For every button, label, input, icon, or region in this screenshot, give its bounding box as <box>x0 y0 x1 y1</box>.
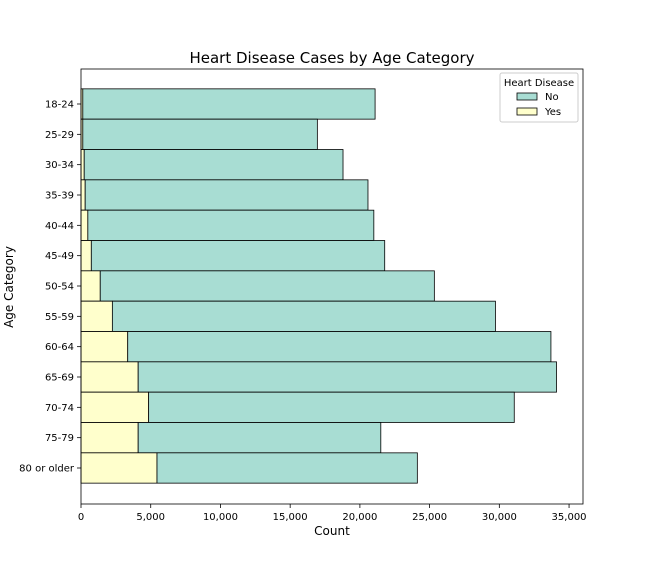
bar-no-45-49 <box>90 240 386 272</box>
bar-yes-75-79 <box>80 422 139 454</box>
bar-yes-35-39 <box>80 179 86 211</box>
legend-label-yes: Yes <box>544 107 561 118</box>
bar-no-50-54 <box>99 270 435 302</box>
x-axis: 0 5,000 10,000 15,000 20,000 25,000 30,000 35,0… <box>78 504 587 523</box>
bar-no-18-24 <box>82 88 376 120</box>
y-tick-label: 60-64 <box>45 342 74 353</box>
x-tick-label: 5,000 <box>136 512 165 523</box>
chart-title: Heart Disease Cases by Age Category <box>189 49 474 67</box>
legend-title: Heart Disease <box>504 78 574 89</box>
bar-no-30-34 <box>83 149 344 181</box>
plot-frame <box>80 68 584 505</box>
bar-yes-65-69 <box>80 361 139 393</box>
legend-swatch-yes <box>516 107 538 116</box>
bar-no-25-29 <box>82 118 318 150</box>
y-tick-label: 35-39 <box>45 190 74 201</box>
y-tick-label: 45-49 <box>45 251 74 262</box>
bar-no-75-79 <box>137 422 382 454</box>
x-tick-label: 30,000 <box>482 512 517 523</box>
y-tick-label: 40-44 <box>45 221 74 232</box>
legend-swatch-no <box>516 92 538 101</box>
bar-no-35-39 <box>84 179 369 211</box>
y-tick-label: 30-34 <box>45 160 74 171</box>
bar-no-70-74 <box>148 391 515 423</box>
y-axis-label: Age Category <box>2 246 16 328</box>
legend-label-no: No <box>545 92 559 103</box>
bars-group <box>80 88 557 484</box>
bar-no-80-or-older <box>156 452 418 484</box>
x-tick-label: 0 <box>78 512 84 523</box>
y-tick-label: 55-59 <box>45 312 74 323</box>
bar-no-60-64 <box>127 331 552 363</box>
bar-yes-40-44 <box>80 209 89 241</box>
x-tick-label: 20,000 <box>342 512 377 523</box>
x-tick-label: 25,000 <box>412 512 447 523</box>
x-tick-label: 10,000 <box>203 512 238 523</box>
bar-no-65-69 <box>137 361 557 393</box>
bar-yes-80-or-older <box>80 452 158 484</box>
y-axis: 18-24 25-29 30-34 35-39 40-44 45-49 50-54 55-59… <box>19 100 81 474</box>
y-tick-label: 80 or older <box>19 463 75 474</box>
bar-yes-30-34 <box>80 149 85 181</box>
bar-yes-45-49 <box>80 240 92 272</box>
y-tick-label: 18-24 <box>45 100 74 111</box>
x-tick-label: 35,000 <box>552 512 587 523</box>
x-axis-label: Count <box>314 524 350 538</box>
bar-yes-60-64 <box>80 331 129 363</box>
y-tick-label: 50-54 <box>45 281 74 292</box>
bar-yes-70-74 <box>80 391 150 423</box>
y-tick-label: 75-79 <box>45 433 74 444</box>
bar-no-55-59 <box>111 300 496 332</box>
bar-yes-50-54 <box>80 270 101 302</box>
bar-yes-55-59 <box>80 300 113 332</box>
x-tick-label: 15,000 <box>273 512 308 523</box>
y-tick-label: 65-69 <box>45 372 74 383</box>
y-tick-label: 25-29 <box>45 130 74 141</box>
legend: Heart Disease No Yes <box>499 72 579 123</box>
y-tick-label: 70-74 <box>45 403 74 414</box>
legend-items: No Yes <box>516 92 561 118</box>
bar-no-40-44 <box>87 209 375 241</box>
